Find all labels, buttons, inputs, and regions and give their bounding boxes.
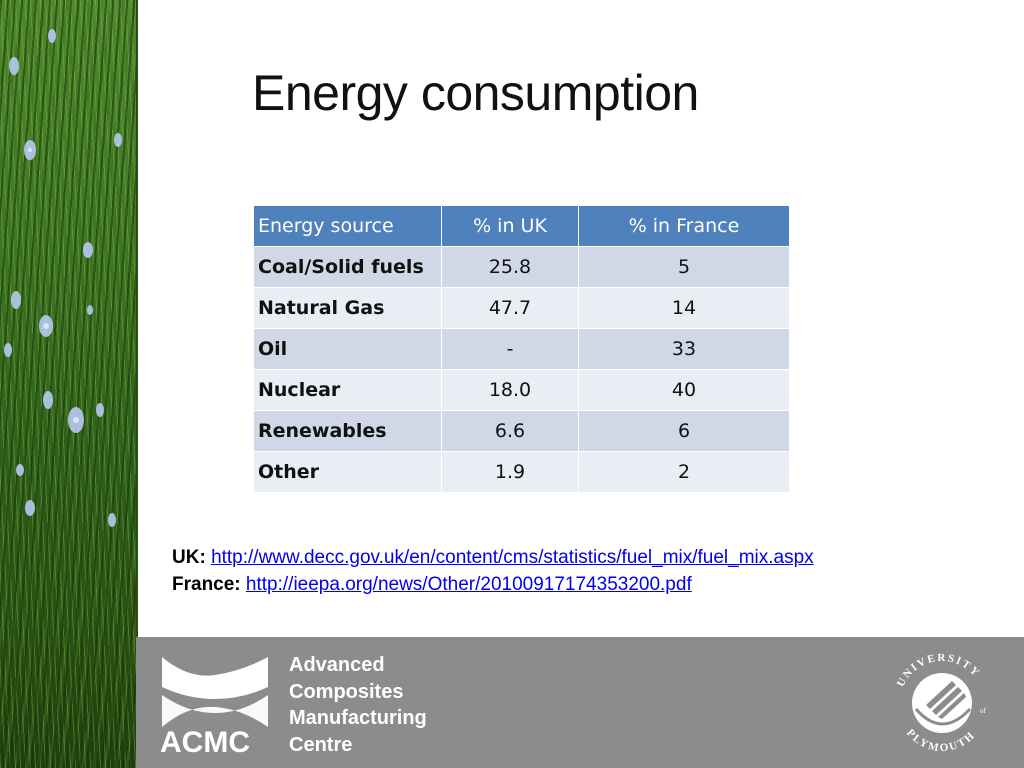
cell-france: 40 [578,369,790,411]
cell-uk: 6.6 [441,410,579,452]
reference-france-label: France: [172,574,241,595]
cell-uk: 47.7 [441,287,579,329]
table-row: Coal/Solid fuels 25.8 5 [254,246,790,288]
cell-france: 14 [578,287,790,329]
cell-uk: - [441,328,579,370]
acmc-name-line: Composites [289,680,404,703]
acmc-abbrev: ACMC [160,726,250,755]
cell-source: Nuclear [254,369,442,411]
acmc-name-line: Centre [289,733,353,756]
cell-france: 6 [578,410,790,452]
table-row: Renewables 6.6 6 [254,410,790,452]
seal-of-text: of [980,707,987,715]
cell-uk: 1.9 [441,451,579,492]
reference-france-link[interactable]: http://ieepa.org/news/Other/201009171743… [245,574,692,595]
table-row: Natural Gas 47.7 14 [254,287,790,329]
table-header-row: Energy source % in UK % in France [254,206,790,247]
header-uk: % in UK [441,206,579,247]
cell-uk: 18.0 [441,369,579,411]
reference-uk-label: UK: [172,547,206,568]
university-seal-icon: UNIVERSITY of PLYMOUTH [895,652,987,754]
acmc-name: Advanced Composites Manufacturing Centre [289,652,427,758]
acmc-name-line: Advanced [289,654,385,676]
cell-france: 2 [578,451,790,492]
header-france: % in France [578,206,790,247]
cell-source: Coal/Solid fuels [254,246,442,288]
grass-edge-divider [136,0,138,768]
cell-source: Other [254,451,442,492]
header-energy-source: Energy source [254,206,442,247]
cell-uk: 25.8 [441,246,579,288]
table-row: Nuclear 18.0 40 [254,369,790,411]
cell-source: Renewables [254,410,442,452]
table-row: Other 1.9 2 [254,451,790,492]
acmc-name-line: Manufacturing [289,707,427,729]
cell-france: 5 [578,246,790,288]
grass-background-image [0,0,136,768]
acmc-logo-icon: ACMC [160,657,268,755]
blue-flowers-icon [4,29,122,527]
cell-source: Oil [254,328,442,370]
footer-band: ACMC Advanced Composites Manufacturing C… [136,637,1024,768]
energy-table: Energy source % in UK % in France Coal/S… [254,206,790,492]
reference-uk: UK: http://www.decc.gov.uk/en/content/cm… [172,544,814,571]
cell-source: Natural Gas [254,287,442,329]
references: UK: http://www.decc.gov.uk/en/content/cm… [172,544,814,598]
reference-uk-link[interactable]: http://www.decc.gov.uk/en/content/cms/st… [211,547,814,568]
slide-title: Energy consumption [252,65,699,121]
reference-france: France: http://ieepa.org/news/Other/2010… [172,571,814,598]
cell-france: 33 [578,328,790,370]
table-row: Oil - 33 [254,328,790,370]
